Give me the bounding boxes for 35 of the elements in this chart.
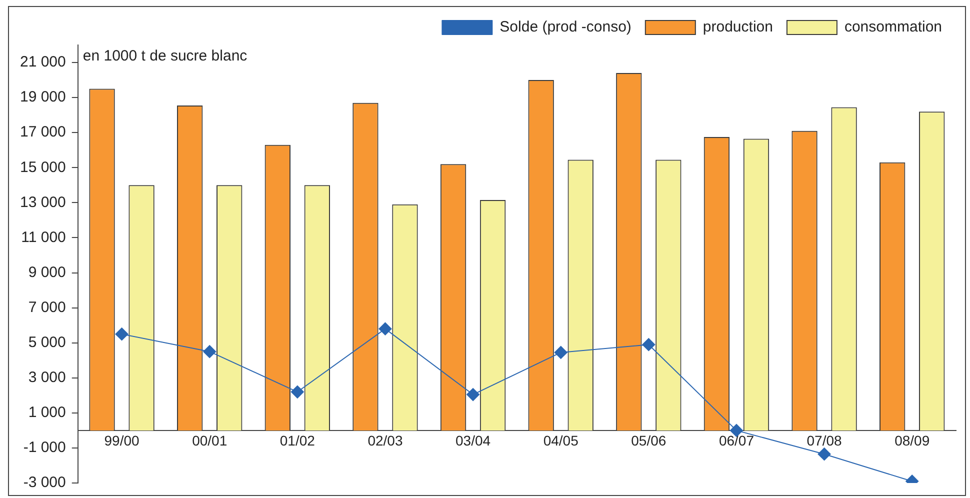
- y-tick-label: 3 000: [28, 369, 66, 386]
- x-tick-label: 01/02: [280, 432, 316, 449]
- point: [115, 328, 128, 341]
- point: [818, 448, 831, 461]
- y-tick-label: 19 000: [20, 88, 66, 106]
- legend-label: consommation: [844, 18, 942, 36]
- point: [554, 346, 568, 359]
- point: [290, 385, 304, 398]
- x-tick-label: 07/08: [806, 432, 842, 449]
- x-tick-label: 03/04: [456, 432, 491, 449]
- y-tick-label: 9 000: [28, 264, 66, 281]
- point: [203, 345, 216, 358]
- x-tick-label: 00/01: [192, 432, 228, 449]
- y-tick-label: 21 000: [20, 54, 66, 71]
- point: [466, 388, 480, 402]
- y-tick-label: 1 000: [28, 404, 66, 422]
- legend-label: production: [702, 18, 773, 36]
- x-tick-label: 05/06: [631, 432, 666, 449]
- y-tick-label: 17 000: [20, 124, 66, 141]
- x-tick-label: 08/09: [894, 432, 930, 449]
- y-tick-label: 5 000: [28, 334, 66, 351]
- legend-label: Solde (prod -conso): [500, 18, 632, 36]
- y-tick-label: -1 000: [23, 439, 66, 456]
- x-tick-label: 06/07: [718, 432, 754, 449]
- y-tick-label: 11 000: [21, 228, 66, 246]
- x-tick-label: 04/05: [543, 432, 579, 449]
- y-tick-label: 13 000: [20, 194, 66, 211]
- y-tick-label: -3 000: [23, 474, 66, 492]
- x-tick-label: 02/03: [368, 432, 403, 449]
- annotation: en 1000 t de sucre blanc: [82, 48, 248, 65]
- point: [378, 322, 392, 336]
- y-tick-label: 15 000: [20, 158, 66, 176]
- x-tick-label: 99/00: [104, 432, 140, 449]
- y-tick-label: 7 000: [28, 298, 66, 316]
- point: [642, 338, 656, 352]
